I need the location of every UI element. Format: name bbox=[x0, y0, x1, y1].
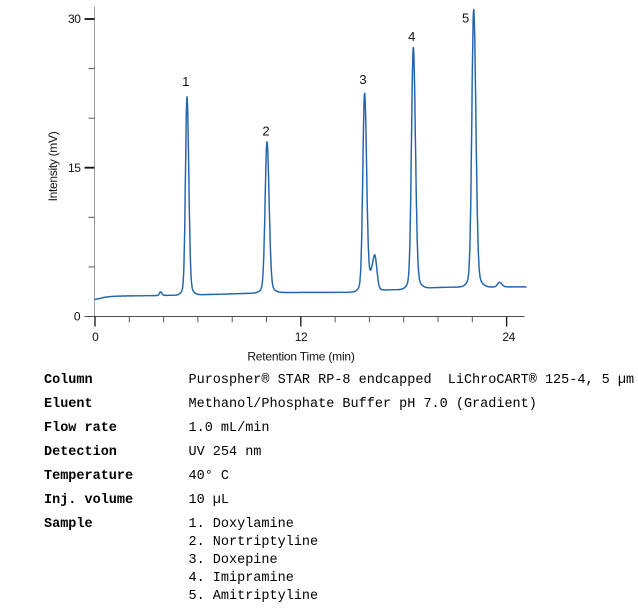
svg-text:24: 24 bbox=[502, 330, 515, 344]
svg-text:Methanol/Phosphate Buffer pH 7: Methanol/Phosphate Buffer pH 7.0 (Gradie… bbox=[189, 397, 537, 412]
svg-text:30: 30 bbox=[68, 12, 81, 26]
svg-text:4. Imipramine: 4. Imipramine bbox=[189, 571, 294, 586]
svg-text:3. Doxepine: 3. Doxepine bbox=[189, 553, 278, 568]
svg-text:Flow rate: Flow rate bbox=[44, 421, 117, 436]
svg-text:4: 4 bbox=[408, 29, 415, 44]
svg-text:Purospher® STAR RP-8 endcapped: Purospher® STAR RP-8 endcapped LiChroCAR… bbox=[189, 373, 635, 388]
svg-text:1.0 mL/min: 1.0 mL/min bbox=[189, 421, 270, 436]
svg-text:12: 12 bbox=[295, 330, 308, 344]
svg-text:Sample: Sample bbox=[44, 517, 93, 532]
svg-text:3: 3 bbox=[359, 72, 366, 87]
svg-text:Eluent: Eluent bbox=[44, 397, 93, 412]
svg-text:5: 5 bbox=[462, 11, 469, 26]
svg-text:1: 1 bbox=[182, 74, 189, 89]
svg-text:UV 254 nm: UV 254 nm bbox=[189, 445, 262, 460]
svg-text:Retention Time (min): Retention Time (min) bbox=[247, 350, 355, 364]
svg-text:Column: Column bbox=[44, 373, 93, 388]
svg-text:5. Amitriptyline: 5. Amitriptyline bbox=[189, 589, 319, 604]
svg-text:Temperature: Temperature bbox=[44, 469, 133, 484]
svg-text:0: 0 bbox=[74, 310, 81, 324]
svg-text:40° C: 40° C bbox=[189, 469, 230, 484]
svg-text:2. Nortriptyline: 2. Nortriptyline bbox=[189, 535, 319, 550]
svg-text:15: 15 bbox=[68, 161, 81, 175]
svg-text:Inj. volume: Inj. volume bbox=[44, 493, 133, 508]
svg-text:10 µL: 10 µL bbox=[189, 493, 230, 508]
svg-text:2: 2 bbox=[262, 123, 269, 138]
svg-text:0: 0 bbox=[92, 330, 99, 344]
svg-text:Detection: Detection bbox=[44, 445, 117, 460]
svg-text:1. Doxylamine: 1. Doxylamine bbox=[189, 517, 294, 532]
svg-text:Intensity (mV): Intensity (mV) bbox=[46, 131, 60, 201]
